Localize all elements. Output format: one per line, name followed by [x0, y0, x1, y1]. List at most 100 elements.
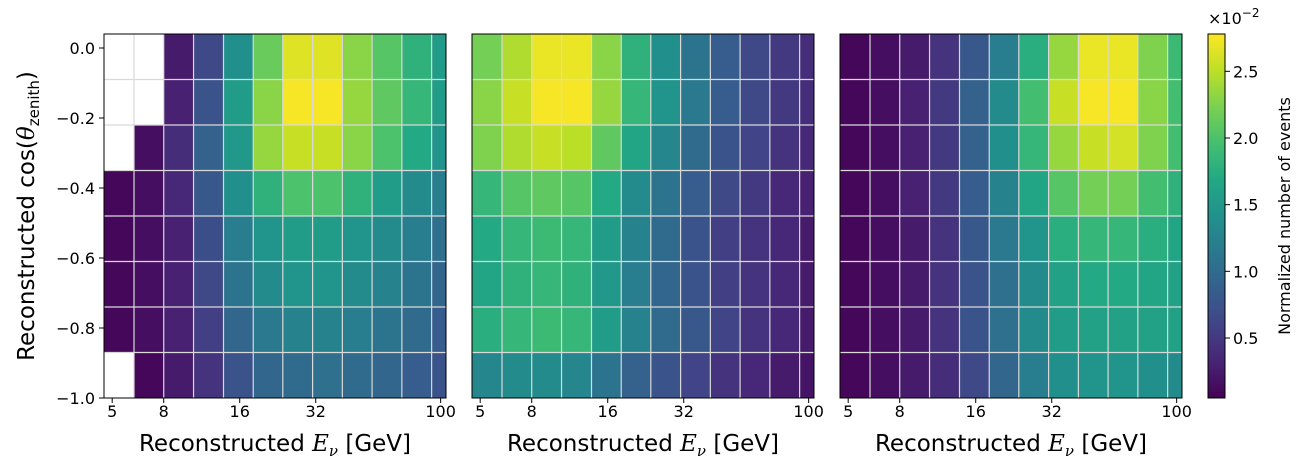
colorbar-tick-label: 1.0: [1233, 262, 1258, 281]
heatmap-cell: [799, 34, 814, 80]
heatmap-cell: [312, 34, 343, 80]
heatmap-cell: [342, 79, 373, 125]
heatmap-cell: [561, 79, 592, 125]
heatmap-cell: [1108, 34, 1138, 80]
y-tick-label: −0.4: [56, 179, 95, 198]
heatmap-cell: [1078, 79, 1109, 125]
heatmap-cell: [650, 261, 681, 307]
colorbar-gradient: [1207, 33, 1226, 399]
heatmap-cell: [1048, 261, 1079, 307]
heatmap-cell: [799, 170, 814, 216]
heatmap-cell: [769, 352, 800, 398]
heatmap-cell: [959, 216, 990, 262]
heatmap-cell: [134, 170, 164, 216]
heatmap-cell: [282, 216, 313, 262]
heatmap-cell: [163, 125, 194, 171]
y-tick-label: −0.8: [56, 319, 95, 338]
heatmap-cell: [899, 352, 930, 398]
heatmap-cell: [134, 307, 164, 353]
heatmap-cell: [1137, 352, 1168, 398]
heatmap-cell: [472, 216, 502, 262]
heatmap-cell: [431, 79, 446, 125]
heatmap-cell: [840, 352, 870, 398]
heatmap-cell: [740, 352, 770, 398]
heatmap-cell: [591, 307, 622, 353]
y-tick-label: 0.0: [70, 39, 95, 58]
heatmap-cell: [104, 307, 134, 353]
heatmap-cell: [1167, 79, 1182, 125]
heatmap-cell: [899, 79, 930, 125]
heatmap-cell: [591, 170, 622, 216]
heatmap-cell: [799, 125, 814, 171]
heatmap-cell: [959, 34, 990, 80]
heatmap-cell: [1167, 34, 1182, 80]
heatmap-cell: [1018, 352, 1049, 398]
heatmap-cell: [253, 125, 283, 171]
heatmap-cell: [710, 352, 741, 398]
heatmap-cell: [1018, 125, 1049, 171]
heatmap-cell: [959, 125, 990, 171]
heatmap-cell: [104, 170, 134, 216]
grid-lines: [472, 34, 814, 398]
heatmap-cell: [989, 79, 1019, 125]
y-axis-label: Reconstructed cos(θzenith): [14, 71, 43, 361]
heatmap-cell: [193, 79, 224, 125]
heatmap-cell: [342, 307, 373, 353]
heatmap-cell: [650, 170, 681, 216]
heatmap-cell: [740, 216, 770, 262]
heatmap-cell: [342, 216, 373, 262]
heatmap-cell: [929, 79, 960, 125]
heatmap-cell: [342, 170, 373, 216]
heatmap-cell: [1078, 307, 1109, 353]
heatmap-cell: [1048, 352, 1079, 398]
heatmap-cell: [1167, 216, 1182, 262]
heatmap-cell: [710, 125, 741, 171]
panels-layer: 5 8 16 32 100 Reconstructed Eν [GeV] 5 8 16 32 100…: [103, 33, 1192, 456]
heatmap-cell: [134, 261, 164, 307]
heatmap-cell: [1167, 261, 1182, 307]
heatmap-cell: [899, 307, 930, 353]
heatmap-cell: [1018, 216, 1049, 262]
heatmap-cell: [431, 34, 446, 80]
heatmap-cell: [680, 79, 711, 125]
x-tick-label: 8: [527, 402, 537, 421]
heatmap-cell: [372, 261, 402, 307]
heatmap-cell: [1048, 79, 1079, 125]
colorbar-label: Normalized number of events: [1275, 97, 1294, 335]
heatmap-cell: [431, 216, 446, 262]
heatmap-cell: [282, 261, 313, 307]
colorbar-tick-label: 2.0: [1233, 129, 1258, 148]
heatmap-cell: [740, 170, 770, 216]
heatmap-cell: [431, 352, 446, 398]
heatmap-cell: [710, 216, 741, 262]
heatmap-cell: [282, 79, 313, 125]
heatmap-cell: [312, 261, 343, 307]
heatmap-cell: [621, 79, 651, 125]
heatmap-cell: [561, 170, 592, 216]
x-tick-label: 32: [674, 402, 694, 421]
heatmap-cell: [870, 125, 900, 171]
heatmap-cell: [840, 261, 870, 307]
heatmap-cell: [740, 34, 770, 80]
heatmap-cell: [401, 261, 432, 307]
heatmap-cell: [104, 216, 134, 262]
heatmap-cell: [531, 261, 562, 307]
heatmap-cell: [840, 307, 870, 353]
heatmap-cell: [193, 352, 224, 398]
x-tick-label: 32: [306, 402, 326, 421]
colorbar-tick-label: 0.5: [1233, 329, 1258, 348]
heatmap-cell: [472, 79, 502, 125]
heatmap-cell: [531, 170, 562, 216]
heatmap-cell: [799, 216, 814, 262]
heatmap-cell: [223, 79, 254, 125]
heatmap-cell: [282, 125, 313, 171]
x-tick-label: 8: [159, 402, 169, 421]
x-tick-label: 5: [843, 402, 853, 421]
heatmap-cell: [253, 261, 283, 307]
heatmap-cell: [870, 261, 900, 307]
heatmap-cell: [870, 170, 900, 216]
heatmap-cell: [591, 352, 622, 398]
heatmap-cell: [1137, 34, 1168, 80]
heatmap-cell: [650, 216, 681, 262]
heatmap-cell: [163, 352, 194, 398]
